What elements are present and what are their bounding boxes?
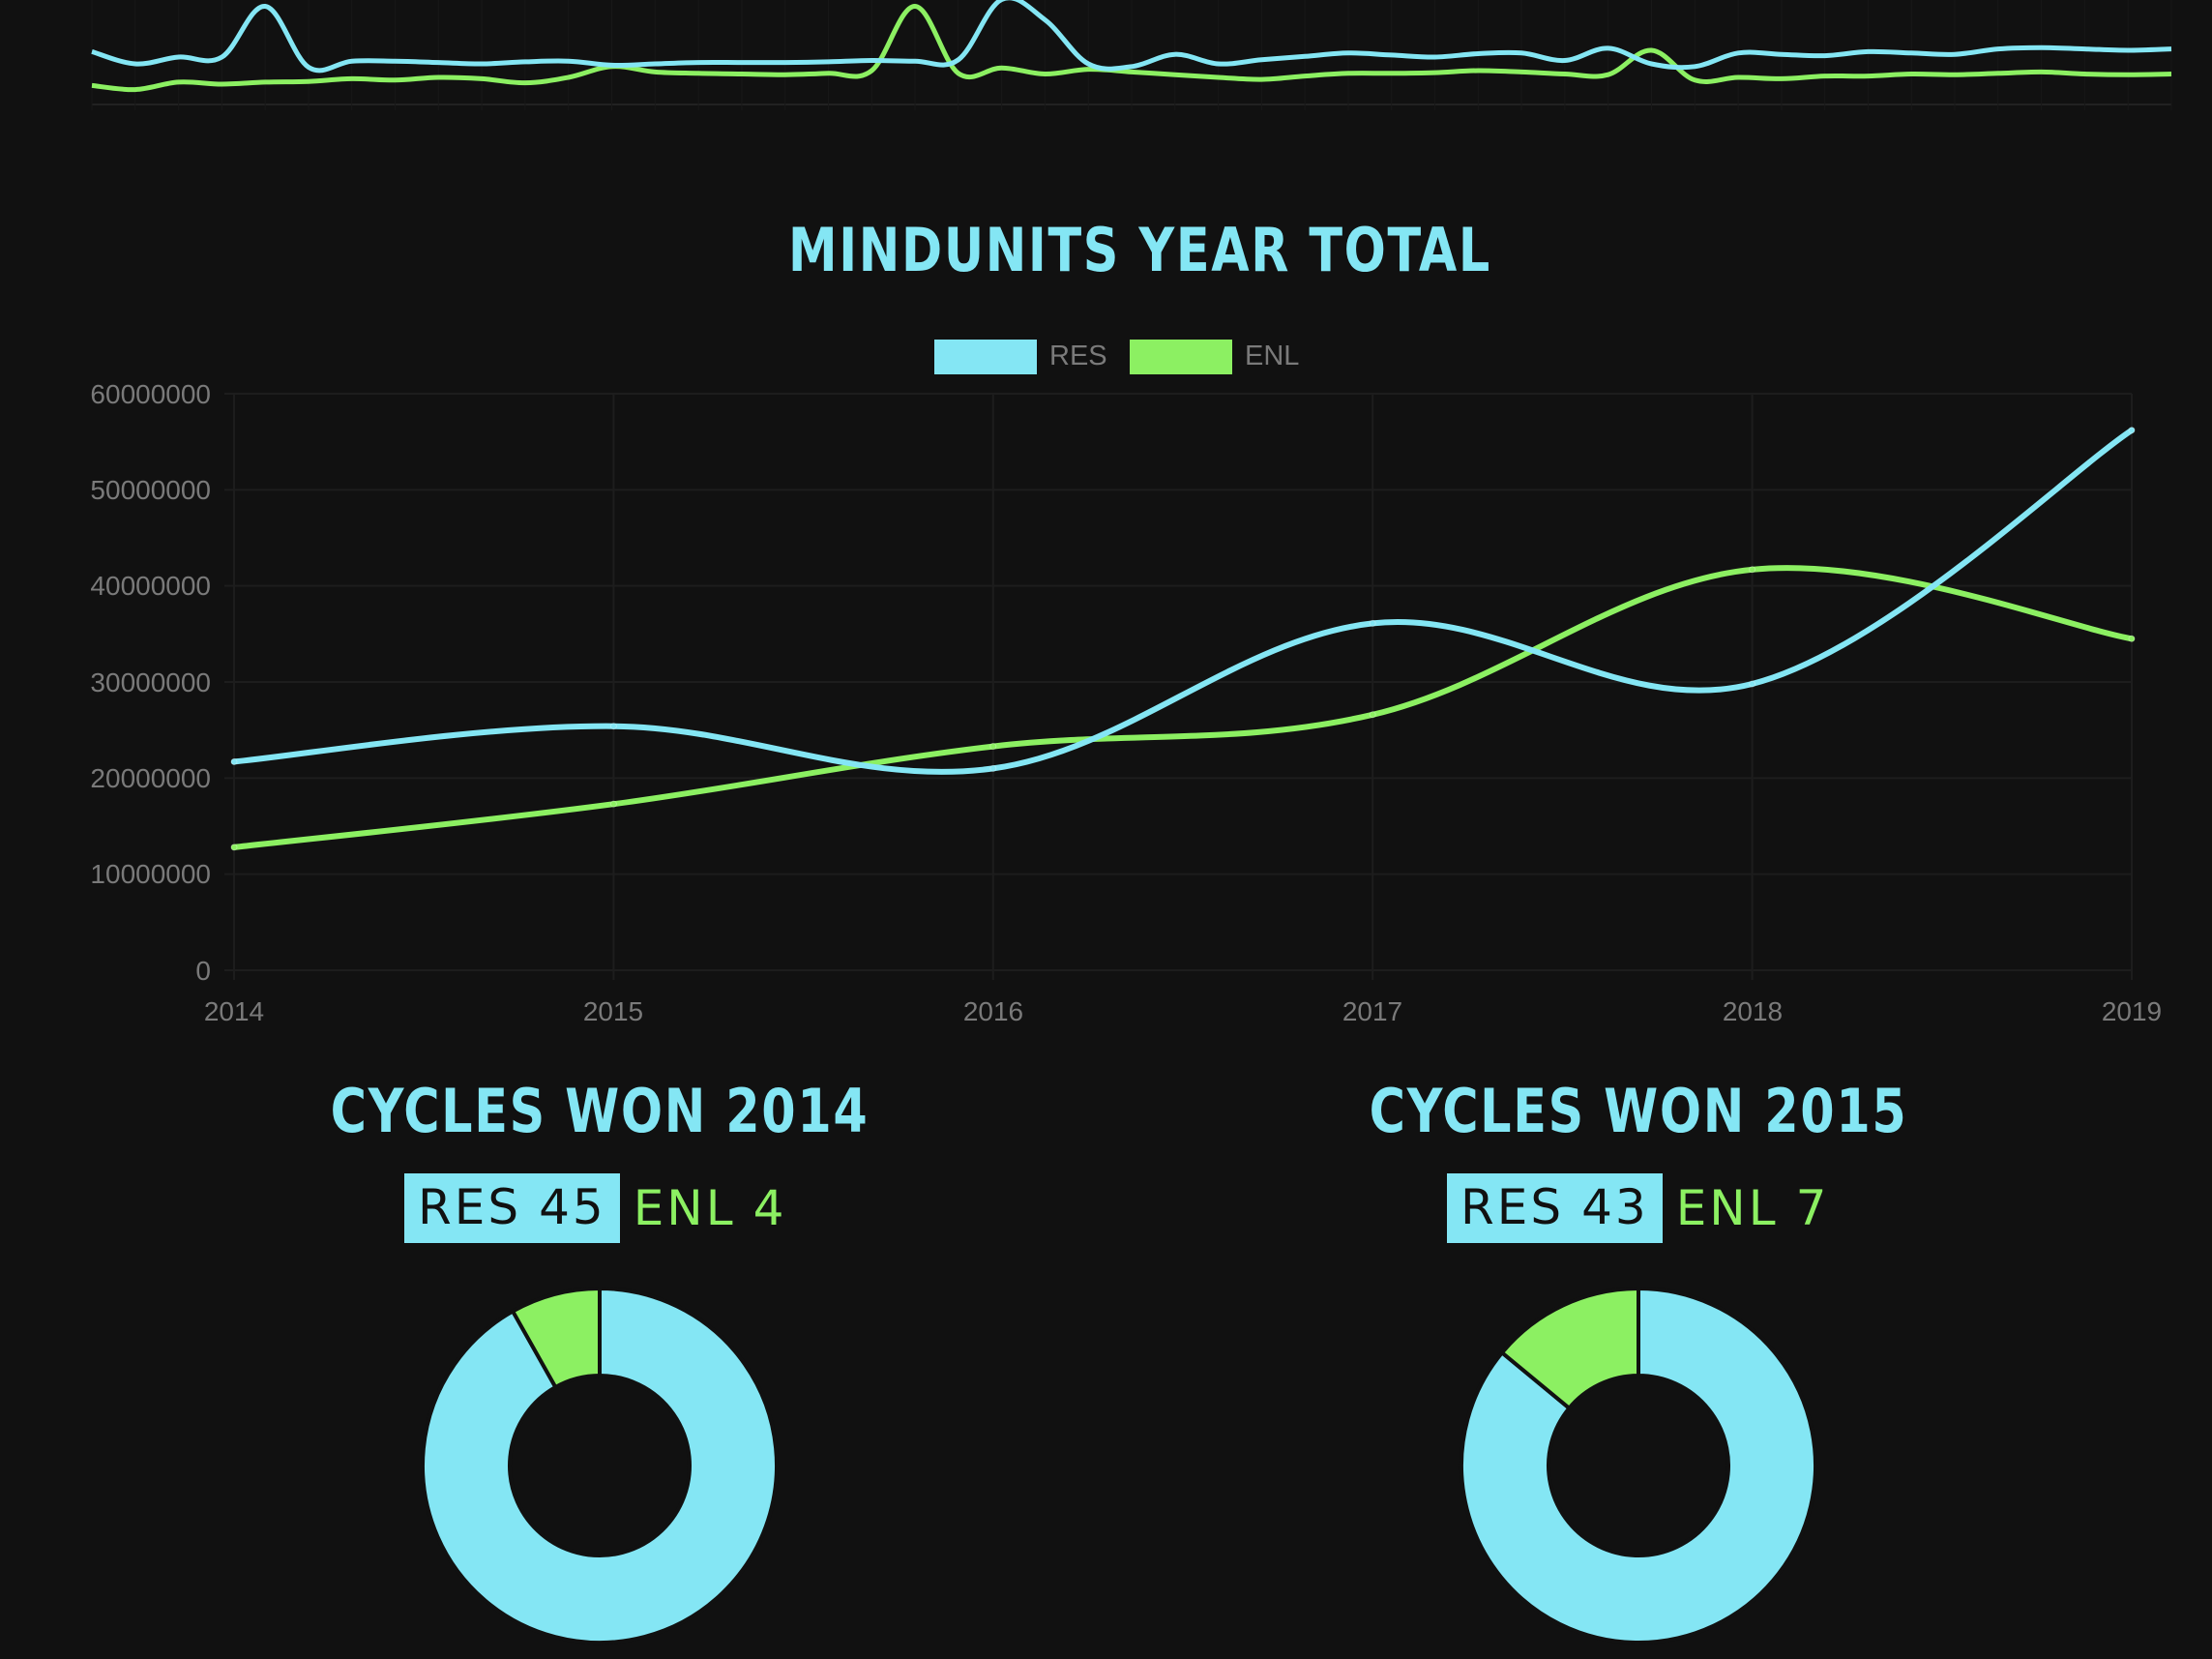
x-tick-label: 2015 [583, 996, 643, 1026]
data-point-enl[interactable] [609, 800, 617, 808]
res-score-value: 43 [1581, 1179, 1649, 1235]
top-chart-res-line [91, 0, 2172, 74]
data-point-enl[interactable] [2128, 635, 2136, 642]
series-line-enl [231, 565, 2135, 850]
cycles-2015-title: CYCLES WON 2015 [1369, 1076, 1908, 1146]
enl-score-value: 7 [1795, 1180, 1830, 1236]
y-tick-label: 10000000 [90, 859, 211, 889]
res-score-label: RES [1460, 1179, 1565, 1235]
legend-label-enl[interactable]: ENL [1245, 341, 1299, 371]
y-tick-label: 40000000 [90, 571, 211, 601]
enl-score-badge: ENL 4 [620, 1180, 787, 1236]
x-axis-ticks: 2014 2015 2016 2017 2018 2019 [204, 996, 2162, 1026]
x-tick-label: 2019 [2102, 996, 2162, 1026]
y-axis-ticks: 60000000 50000000 40000000 30000000 2000… [90, 379, 211, 986]
data-point-enl[interactable] [989, 743, 997, 751]
data-point-enl[interactable] [1369, 711, 1376, 719]
data-point-enl[interactable] [1749, 566, 1756, 574]
y-tick-label: 60000000 [90, 379, 211, 409]
daily-mindunits-chart [91, 0, 2172, 110]
year-total-chart: RES ENL 60000000 50000000 40000000 30000… [90, 340, 2162, 1026]
data-point-res[interactable] [1749, 680, 1756, 688]
res-score-label: RES [418, 1179, 522, 1235]
cycles-2015-donut [1460, 1286, 1817, 1644]
data-point-res[interactable] [609, 723, 617, 730]
donut-slice-enl[interactable] [1499, 1286, 1640, 1411]
grid [224, 393, 2133, 980]
enl-score-label: ENL [1675, 1180, 1779, 1236]
x-tick-label: 2017 [1342, 996, 1402, 1026]
enl-score-badge: ENL 7 [1663, 1180, 1830, 1236]
enl-score-label: ENL [633, 1180, 736, 1236]
donut-slice-enl[interactable] [510, 1286, 602, 1390]
x-tick-label: 2014 [204, 996, 264, 1026]
legend: RES ENL [934, 340, 1299, 374]
series-line-res [231, 427, 2135, 775]
enl-score-value: 4 [752, 1180, 787, 1236]
x-tick-label: 2016 [963, 996, 1023, 1026]
y-tick-label: 0 [195, 956, 211, 986]
top-chart-enl-line [91, 3, 2172, 93]
res-score-badge: RES 43 [1447, 1173, 1663, 1243]
series-lines [230, 427, 2136, 851]
y-tick-label: 20000000 [90, 763, 211, 793]
legend-label-res[interactable]: RES [1049, 341, 1107, 371]
data-point-res[interactable] [2128, 427, 2136, 434]
legend-swatch-res[interactable] [934, 340, 1037, 374]
donut-slice-res[interactable] [1460, 1286, 1817, 1644]
data-point-res[interactable] [230, 757, 238, 765]
res-score-value: 45 [539, 1179, 606, 1235]
y-tick-label: 50000000 [90, 475, 211, 505]
data-point-enl[interactable] [230, 844, 238, 851]
data-point-res[interactable] [1369, 619, 1376, 627]
legend-swatch-enl[interactable] [1130, 340, 1232, 374]
cycles-2014-title: CYCLES WON 2014 [330, 1076, 870, 1146]
data-point-res[interactable] [989, 764, 997, 772]
res-score-badge: RES 45 [404, 1173, 620, 1243]
y-tick-label: 30000000 [90, 667, 211, 697]
cycles-2015-score: RES 43 ENL 7 [1447, 1173, 1829, 1243]
cycles-2014-donut [421, 1286, 779, 1644]
cycles-2014-score: RES 45 ENL 4 [404, 1173, 786, 1243]
year-chart-title: MINDUNITS YEAR TOTAL [788, 215, 1491, 285]
x-tick-label: 2018 [1723, 996, 1783, 1026]
donut-slice-res[interactable] [421, 1286, 779, 1644]
